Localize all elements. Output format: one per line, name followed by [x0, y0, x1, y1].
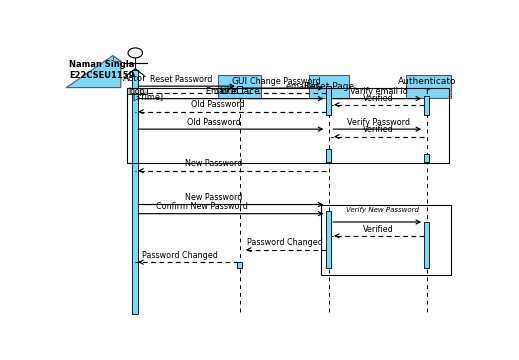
- Text: Reset Password: Reset Password: [151, 75, 213, 84]
- Text: Verified: Verified: [363, 94, 394, 103]
- Text: Authenticato
r: Authenticato r: [398, 77, 456, 96]
- Text: Email Id: Email Id: [206, 87, 238, 96]
- Text: Verified: Verified: [363, 125, 394, 134]
- Text: Verified: Verified: [363, 225, 394, 234]
- Bar: [425, 96, 429, 115]
- Text: Old Password: Old Password: [187, 118, 241, 127]
- Bar: [425, 154, 429, 162]
- Text: New Password: New Password: [185, 193, 242, 202]
- Polygon shape: [66, 56, 121, 87]
- Text: Confirm New Password: Confirm New Password: [156, 202, 248, 211]
- Bar: [127, 88, 146, 94]
- Bar: [425, 222, 429, 268]
- Text: Reset Page: Reset Page: [304, 82, 354, 91]
- Bar: [237, 262, 242, 268]
- Bar: [309, 75, 349, 98]
- Text: Verify Password: Verify Password: [347, 118, 410, 127]
- Text: Old Password: Old Password: [191, 100, 244, 109]
- Text: Naman Singla
E22CSEU1159: Naman Singla E22CSEU1159: [70, 60, 134, 80]
- Bar: [326, 211, 331, 268]
- Text: GUI
Interface: GUI Interface: [220, 77, 260, 96]
- Text: Actor: Actor: [124, 74, 147, 83]
- Bar: [237, 86, 242, 93]
- Bar: [321, 205, 452, 275]
- Bar: [127, 88, 449, 163]
- Text: [3Time]: [3Time]: [132, 93, 163, 102]
- Text: loop: loop: [129, 87, 145, 96]
- Text: Password Changed: Password Changed: [142, 251, 217, 260]
- Text: Change Password: Change Password: [250, 77, 321, 86]
- Bar: [218, 75, 261, 98]
- Text: Varify email id: Varify email id: [350, 87, 407, 96]
- Bar: [326, 86, 331, 115]
- Bar: [132, 69, 138, 314]
- Text: Password Changed: Password Changed: [248, 238, 323, 247]
- Bar: [406, 75, 451, 98]
- Text: Verify New Password: Verify New Password: [347, 207, 419, 213]
- Bar: [326, 149, 331, 162]
- Text: email id: email id: [286, 82, 318, 91]
- Text: New Password: New Password: [185, 159, 242, 168]
